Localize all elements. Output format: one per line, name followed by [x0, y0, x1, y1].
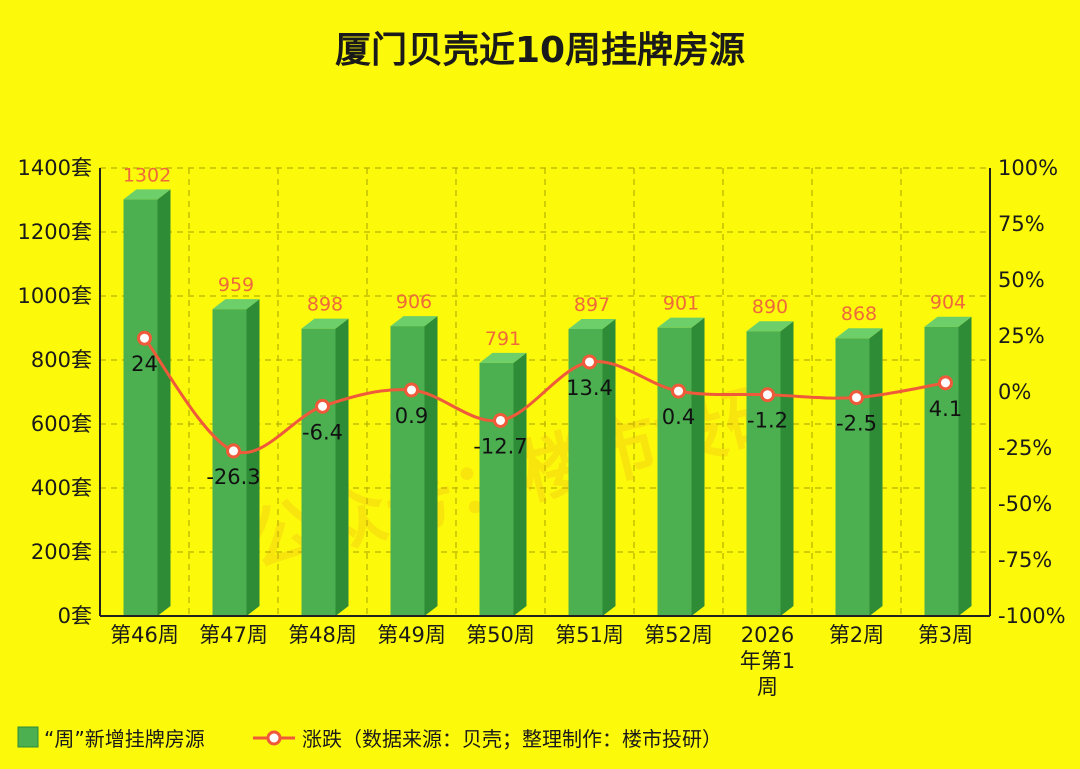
chart-title: 厦门贝壳近10周挂牌房源: [335, 30, 745, 71]
legend-bar-label: “周”新增挂牌房源: [44, 727, 205, 751]
y-left-tick-label: 1000套: [18, 284, 92, 308]
bar-top: [123, 189, 171, 200]
bar-value-label: 898: [307, 294, 343, 316]
y-right-tick-label: 25%: [998, 324, 1045, 348]
bar-side: [157, 189, 171, 617]
bar-side: [869, 328, 883, 616]
y-right-tick-label: -75%: [998, 548, 1052, 572]
bar-value-label: 791: [485, 328, 521, 350]
change-value-label: 0.9: [395, 404, 428, 428]
change-value-label: 13.4: [566, 376, 613, 400]
x-tick-label: 第47周: [199, 623, 268, 647]
x-tick-label: 第2周: [829, 623, 884, 647]
bar: [568, 328, 603, 616]
change-value-label: -6.4: [302, 420, 343, 444]
y-right-tick-label: -25%: [998, 436, 1052, 460]
bar-value-label: 1302: [123, 164, 171, 186]
bar-value-label: 901: [663, 293, 699, 315]
y-right-tick-label: -100%: [998, 604, 1066, 628]
x-tick-label: 第46周: [110, 623, 179, 647]
bar: [301, 328, 336, 616]
bar-top: [924, 316, 972, 327]
bar-value-label: 868: [841, 303, 877, 325]
x-tick-label: 第48周: [288, 623, 357, 647]
bar: [746, 331, 781, 616]
bar: [212, 309, 247, 616]
legend: “周”新增挂牌房源 涨跌（数据来源：贝壳；整理制作：楼市投研）: [17, 726, 722, 751]
x-tick-label: 2026 年第1 周: [740, 623, 795, 699]
bar: [123, 199, 158, 617]
bar-side: [335, 318, 349, 616]
change-point: [315, 398, 330, 414]
bar-side: [424, 316, 438, 616]
change-value-label: -1.2: [747, 409, 788, 433]
change-value-label: -12.7: [473, 434, 527, 458]
axes: 0套 200套 400套 600套 800套 1000套 1200套 1400套 -100% -7…: [18, 156, 1066, 699]
change-value-label: -2.5: [836, 412, 877, 436]
bar-top: [479, 352, 527, 363]
legend-line-marker: [266, 730, 282, 746]
line-series: 24 -26.3 -6.4 0.9 -12.7 13.4 0.4 -1.2 -2.5 4.1: [131, 330, 962, 489]
bar-top: [568, 318, 616, 329]
y-left-tick-label: 0套: [58, 604, 92, 628]
change-point: [582, 354, 597, 370]
bar-value-label: 897: [574, 294, 610, 316]
change-point: [671, 383, 686, 399]
bar-value-label: 890: [752, 296, 788, 318]
bar-value-label: 904: [930, 292, 966, 314]
change-point: [226, 443, 241, 459]
bar: [657, 327, 692, 616]
change-line: [143, 337, 946, 455]
change-point: [938, 375, 953, 391]
change-value-label: -26.3: [206, 465, 260, 489]
x-tick-label: 第3周: [918, 623, 973, 647]
y-left-tick-label: 400套: [31, 476, 92, 500]
y-left-tick-label: 1400套: [18, 156, 92, 180]
bar-top: [390, 316, 438, 327]
change-value-label: 0.4: [662, 405, 695, 429]
bar-top: [657, 317, 705, 328]
change-point: [404, 382, 419, 398]
bar: [924, 326, 959, 616]
bar-value-label: 906: [396, 291, 432, 313]
y-left-tick-label: 600套: [31, 412, 92, 436]
x-tick-label: 第49周: [377, 623, 446, 647]
bar-top: [746, 321, 794, 332]
y-right-tick-label: -50%: [998, 492, 1052, 516]
y-left-tick-label: 800套: [31, 348, 92, 372]
bar-side: [246, 299, 260, 616]
x-tick-label: 第51周: [555, 623, 624, 647]
bar-side: [513, 352, 527, 616]
change-point: [849, 390, 864, 406]
bar-side: [780, 321, 794, 616]
bar: [479, 362, 514, 616]
bar: [390, 326, 425, 616]
legend-bar-swatch: [17, 726, 39, 748]
change-value-label: 24: [131, 352, 158, 376]
bar: [835, 338, 870, 616]
change-point: [493, 412, 508, 428]
bar-side: [691, 317, 705, 616]
y-right-tick-label: 75%: [998, 212, 1045, 236]
change-value-label: 4.1: [929, 397, 962, 421]
bar-side: [958, 316, 972, 616]
bar-value-label: 959: [218, 274, 254, 296]
bar-top: [212, 299, 260, 310]
y-left-tick-label: 200套: [31, 540, 92, 564]
y-right-tick-label: 100%: [998, 156, 1058, 180]
legend-line-label: 涨跌（数据来源：贝壳；整理制作：楼市投研）: [302, 727, 722, 751]
y-left-tick-label: 1200套: [18, 220, 92, 244]
x-tick-label: 第52周: [644, 623, 713, 647]
bar-top: [301, 318, 349, 329]
change-point: [760, 387, 775, 403]
bar-top: [835, 328, 883, 339]
bar-series: 1302 959 898 906 791 897 901 890 868 904: [123, 164, 972, 617]
y-right-tick-label: 50%: [998, 268, 1045, 292]
bar-side: [602, 318, 616, 616]
change-point: [137, 330, 152, 346]
y-right-tick-label: 0%: [998, 380, 1031, 404]
x-tick-label: 第50周: [466, 623, 535, 647]
